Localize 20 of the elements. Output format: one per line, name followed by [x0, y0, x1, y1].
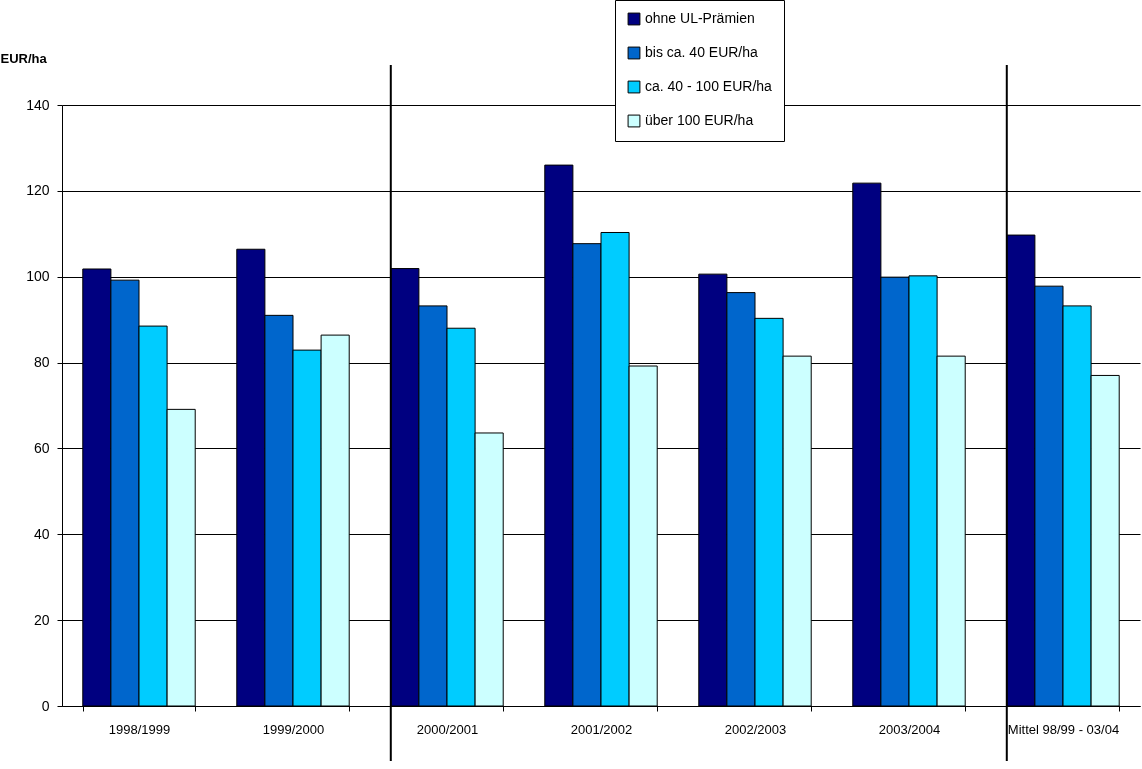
- y-tick-label: 100: [26, 268, 50, 285]
- y-tick-label: 80: [33, 354, 50, 371]
- x-tick-label: 1999/2000: [262, 721, 325, 737]
- y-axis-title: EUR/ha: [0, 50, 48, 66]
- x-tick-label: 2003/2004: [878, 721, 941, 737]
- y-tick-label: 140: [26, 96, 50, 113]
- y-tick-label: 40: [33, 525, 50, 542]
- legend-label: ca. 40 - 100 EUR/ha: [645, 78, 773, 94]
- legend-label: über 100 EUR/ha: [645, 112, 754, 128]
- legend-label: bis ca. 40 EUR/ha: [645, 44, 759, 60]
- x-tick-label: Mittel 98/99 - 03/04: [1007, 721, 1120, 737]
- y-tick-label: 120: [26, 182, 50, 199]
- legend-label: ohne UL-Prämien: [645, 10, 755, 26]
- y-tick-label: 60: [33, 439, 50, 456]
- y-tick-label: 0: [41, 697, 50, 714]
- x-tick-label: 2001/2002: [570, 721, 633, 737]
- y-tick-label: 20: [33, 611, 50, 628]
- x-tick-label: 2002/2003: [724, 721, 787, 737]
- x-tick-label: 1998/1999: [108, 721, 171, 737]
- x-tick-label: 2000/2001: [416, 721, 479, 737]
